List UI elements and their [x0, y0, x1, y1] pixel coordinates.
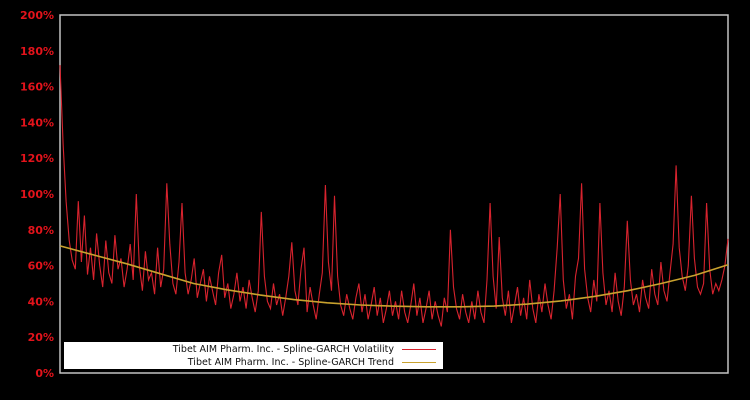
y-axis-tick-label: 160%: [20, 81, 54, 94]
legend-line-sample-trend: [402, 361, 436, 363]
trend-line: [59, 245, 729, 308]
legend-label-volatility: Tibet AIM Pharm. Inc. - Spline-GARCH Vol…: [172, 343, 394, 355]
legend-entry-trend: Tibet AIM Pharm. Inc. - Spline-GARCH Tre…: [64, 356, 443, 369]
y-axis-tick-label: 0%: [35, 367, 54, 380]
legend-entry-volatility: Tibet AIM Pharm. Inc. - Spline-GARCH Vol…: [64, 343, 443, 356]
y-axis-tick-label: 140%: [20, 116, 54, 129]
legend: Tibet AIM Pharm. Inc. - Spline-GARCH Vol…: [64, 342, 443, 369]
y-axis-labels: 0% 20% 40% 60% 80% 100% 120% 140% 160% 180% 200%: [20, 9, 54, 380]
y-axis-tick-label: 80%: [28, 224, 54, 237]
y-axis-tick-label: 40%: [28, 295, 54, 308]
y-axis-tick-label: 120%: [20, 152, 54, 165]
legend-line-sample-volatility: [402, 348, 436, 350]
y-axis-tick-label: 100%: [20, 188, 54, 201]
plot-border: [59, 14, 729, 374]
legend-label-trend: Tibet AIM Pharm. Inc. - Spline-GARCH Tre…: [187, 356, 394, 368]
y-axis-tick-label: 60%: [28, 260, 54, 273]
volatility-line: [59, 65, 729, 327]
y-axis-tick-label: 180%: [20, 45, 54, 58]
y-axis-tick-label: 20%: [28, 331, 54, 344]
y-axis-tick-label: 200%: [20, 9, 54, 22]
